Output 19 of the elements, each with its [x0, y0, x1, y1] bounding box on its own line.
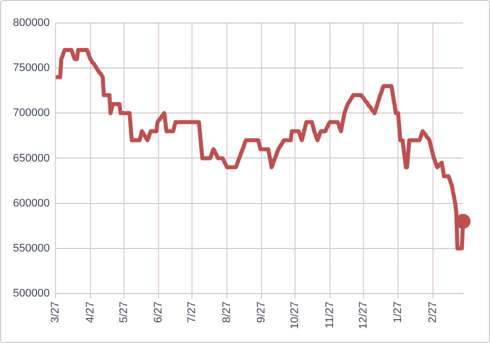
x-tick-label: 10/27	[289, 301, 302, 330]
x-tick-label: 3/27	[50, 301, 62, 323]
x-tick-label: 7/27	[186, 301, 198, 323]
x-tick-label: 6/27	[152, 301, 165, 323]
x-tick-label: 8/27	[220, 301, 233, 323]
x-tick-label: 2/27	[426, 301, 439, 323]
y-tick-label: 600000	[12, 197, 50, 210]
x-tick-label: 12/27	[357, 301, 370, 330]
x-tick-label: 5/27	[118, 301, 130, 323]
x-tick-label: 9/27	[256, 301, 268, 323]
y-tick-label: 650000	[12, 152, 50, 164]
y-tick-label: 550000	[12, 242, 50, 254]
y-tick-label: 700000	[12, 107, 50, 120]
y-tick-label: 750000	[12, 62, 50, 74]
x-tick-label: 1/27	[392, 301, 404, 323]
x-tick-label: 4/27	[84, 301, 96, 323]
y-tick-label: 800000	[12, 17, 50, 30]
x-tick-label: 11/27	[324, 301, 336, 328]
y-tick-label: 500000	[12, 288, 50, 300]
